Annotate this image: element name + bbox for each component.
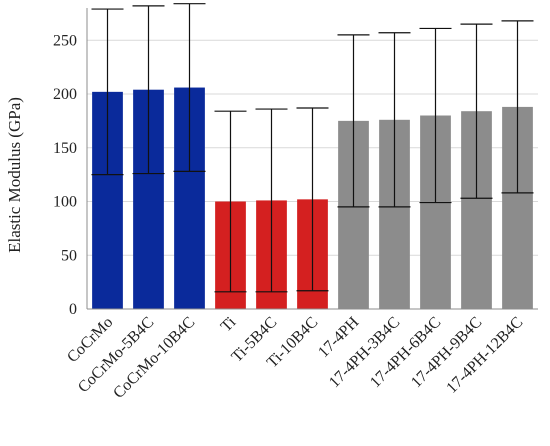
error-bar — [132, 5, 165, 175]
error-bar — [460, 23, 493, 199]
error-bars — [91, 3, 534, 293]
x-tick-label: Ti — [218, 313, 240, 335]
y-tick-label: 200 — [53, 86, 77, 103]
error-bar — [419, 27, 452, 204]
error-bar — [214, 110, 247, 293]
error-bar — [296, 107, 329, 292]
error-bar — [337, 34, 370, 208]
y-tick-labels: 0 50 100 150 200 250 — [53, 32, 77, 318]
error-bar — [501, 20, 534, 194]
y-tick-label: 100 — [53, 194, 77, 211]
y-tick-label: 150 — [53, 140, 77, 157]
y-tick-label: 50 — [61, 247, 77, 264]
y-axis-label: Elastic Modulus (GPa) — [5, 97, 24, 253]
error-bar — [378, 32, 411, 208]
error-bar — [91, 8, 124, 176]
error-bar — [173, 3, 206, 172]
y-tick-label: 0 — [69, 301, 77, 318]
y-tick-label: 250 — [53, 32, 77, 49]
error-bar — [255, 108, 288, 293]
axes — [86, 8, 538, 310]
